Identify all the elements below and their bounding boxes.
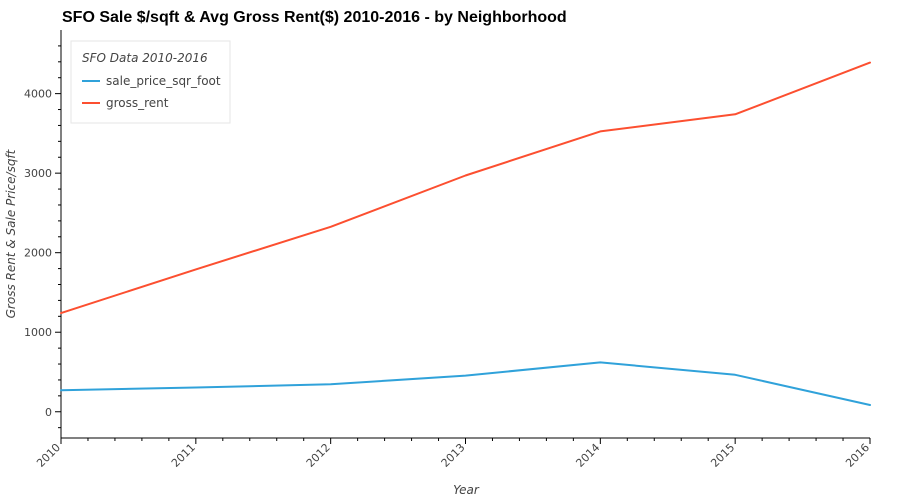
x-axis-title: Year bbox=[453, 483, 480, 497]
y-axis-ticks: 0 1000 2000 3000 4000 bbox=[24, 45, 61, 429]
x-tick-label: 2010 bbox=[34, 441, 63, 470]
x-tick-label: 2011 bbox=[169, 441, 198, 470]
x-tick-label: 2016 bbox=[843, 441, 872, 470]
y-tick-label: 2000 bbox=[24, 247, 52, 260]
legend-label: sale_price_sqr_foot bbox=[106, 74, 221, 88]
x-axis-ticks: 2010 2011 2012 2013 2014 2015 2016 bbox=[34, 438, 872, 470]
x-tick-label: 2014 bbox=[573, 441, 602, 470]
legend-label: gross_rent bbox=[106, 96, 169, 110]
x-tick-label: 2012 bbox=[304, 441, 333, 470]
series-line-gross-rent bbox=[60, 61, 871, 315]
y-tick-label: 4000 bbox=[24, 88, 52, 101]
legend: SFO Data 2010-2016 sale_price_sqr_footgr… bbox=[70, 40, 231, 124]
x-tick-label: 2013 bbox=[439, 441, 468, 470]
y-tick-label: 0 bbox=[45, 406, 52, 419]
chart-title: SFO Sale $/sqft & Avg Gross Rent($) 2010… bbox=[62, 9, 567, 26]
y-tick-label: 3000 bbox=[24, 167, 52, 180]
legend-title: SFO Data 2010-2016 bbox=[82, 51, 208, 65]
y-tick-label: 1000 bbox=[24, 326, 52, 339]
y-axis-title: Gross Rent & Sale Price/sqft bbox=[4, 148, 18, 318]
series-line-sale-price-sqr-foot bbox=[60, 361, 871, 406]
series-lines bbox=[60, 61, 871, 406]
legend-items: sale_price_sqr_foot gross_rent bbox=[82, 74, 221, 110]
x-tick-label: 2015 bbox=[708, 441, 737, 470]
